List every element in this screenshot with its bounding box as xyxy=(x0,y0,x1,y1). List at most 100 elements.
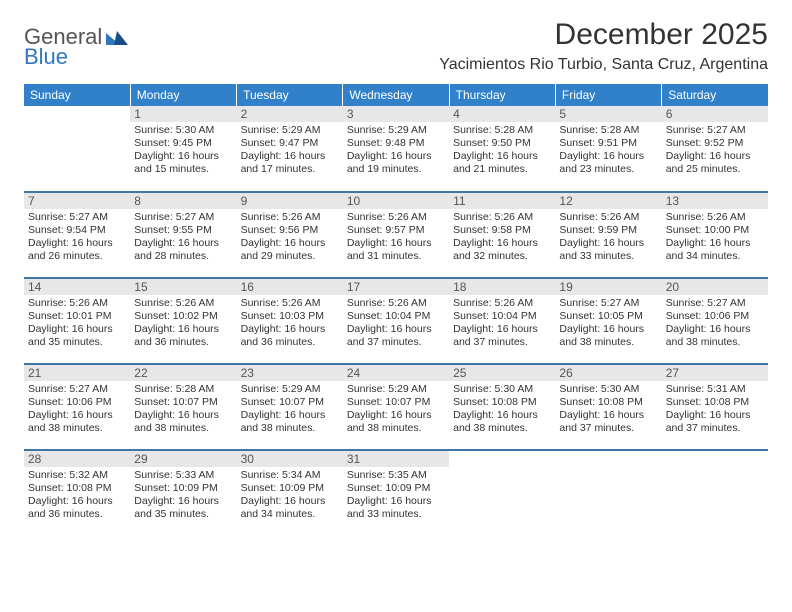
day-info: Sunrise: 5:26 AMSunset: 9:58 PMDaylight:… xyxy=(453,211,551,264)
day-number: 25 xyxy=(449,365,555,381)
day-info: Sunrise: 5:27 AMSunset: 9:55 PMDaylight:… xyxy=(134,211,232,264)
day-info: Sunrise: 5:28 AMSunset: 10:07 PMDaylight… xyxy=(134,383,232,436)
day-info: Sunrise: 5:35 AMSunset: 10:09 PMDaylight… xyxy=(347,469,445,522)
day-info: Sunrise: 5:26 AMSunset: 10:00 PMDaylight… xyxy=(666,211,764,264)
calendar-day-cell: 22 Sunrise: 5:28 AMSunset: 10:07 PMDaylig… xyxy=(130,364,236,450)
day-number: 5 xyxy=(555,106,661,122)
day-info: Sunrise: 5:28 AMSunset: 9:51 PMDaylight:… xyxy=(559,124,657,177)
day-number: 3 xyxy=(343,106,449,122)
day-info: Sunrise: 5:27 AMSunset: 9:52 PMDaylight:… xyxy=(666,124,764,177)
day-number: 29 xyxy=(130,451,236,467)
day-info: Sunrise: 5:27 AMSunset: 9:54 PMDaylight:… xyxy=(28,211,126,264)
location-text: Yacimientos Rio Turbio, Santa Cruz, Arge… xyxy=(439,56,768,74)
day-number: 4 xyxy=(449,106,555,122)
day-number: 31 xyxy=(343,451,449,467)
day-number: 19 xyxy=(555,279,661,295)
calendar-day-cell: 2 Sunrise: 5:29 AMSunset: 9:47 PMDaylight… xyxy=(237,106,343,192)
day-number: 7 xyxy=(24,193,130,209)
day-number: 17 xyxy=(343,279,449,295)
calendar-day-cell: 17 Sunrise: 5:26 AMSunset: 10:04 PMDaylig… xyxy=(343,278,449,364)
calendar-day-cell: 1 Sunrise: 5:30 AMSunset: 9:45 PMDaylight… xyxy=(130,106,236,192)
calendar-day-cell: 20 Sunrise: 5:27 AMSunset: 10:06 PMDaylig… xyxy=(662,278,768,364)
calendar-week-row: 7 Sunrise: 5:27 AMSunset: 9:54 PMDaylight… xyxy=(24,192,768,278)
calendar-day-cell: 29 Sunrise: 5:33 AMSunset: 10:09 PMDaylig… xyxy=(130,450,236,536)
day-header: Wednesday xyxy=(343,84,449,106)
calendar-day-cell: 23Sunrise: 5:29 AMSunset: 10:07 PMDaylig… xyxy=(237,364,343,450)
calendar-day-cell: 9 Sunrise: 5:26 AMSunset: 9:56 PMDaylight… xyxy=(237,192,343,278)
day-info: Sunrise: 5:26 AMSunset: 9:57 PMDaylight:… xyxy=(347,211,445,264)
day-info: Sunrise: 5:33 AMSunset: 10:09 PMDaylight… xyxy=(134,469,232,522)
calendar-day-cell: 10Sunrise: 5:26 AMSunset: 9:57 PMDayligh… xyxy=(343,192,449,278)
day-info: Sunrise: 5:29 AMSunset: 9:47 PMDaylight:… xyxy=(241,124,339,177)
day-number: 6 xyxy=(662,106,768,122)
day-info: Sunrise: 5:26 AMSunset: 10:04 PMDaylight… xyxy=(453,297,551,350)
calendar-day-cell: 5 Sunrise: 5:28 AMSunset: 9:51 PMDaylight… xyxy=(555,106,661,192)
day-info: Sunrise: 5:26 AMSunset: 10:04 PMDaylight… xyxy=(347,297,445,350)
calendar-day-cell xyxy=(555,450,661,536)
day-info: Sunrise: 5:26 AMSunset: 9:56 PMDaylight:… xyxy=(241,211,339,264)
calendar-day-cell: 7 Sunrise: 5:27 AMSunset: 9:54 PMDaylight… xyxy=(24,192,130,278)
day-info: Sunrise: 5:27 AMSunset: 10:06 PMDaylight… xyxy=(666,297,764,350)
calendar-day-cell: 12Sunrise: 5:26 AMSunset: 9:59 PMDayligh… xyxy=(555,192,661,278)
day-number: 21 xyxy=(24,365,130,381)
calendar-day-cell xyxy=(24,106,130,192)
day-info: Sunrise: 5:26 AMSunset: 10:01 PMDaylight… xyxy=(28,297,126,350)
day-info: Sunrise: 5:26 AMSunset: 10:02 PMDaylight… xyxy=(134,297,232,350)
title-block: December 2025 Yacimientos Rio Turbio, Sa… xyxy=(439,18,768,74)
day-number: 8 xyxy=(130,193,236,209)
calendar-day-cell: 8 Sunrise: 5:27 AMSunset: 9:55 PMDaylight… xyxy=(130,192,236,278)
day-number: 26 xyxy=(555,365,661,381)
calendar-day-cell: 3Sunrise: 5:29 AMSunset: 9:48 PMDaylight… xyxy=(343,106,449,192)
calendar-day-cell: 21 Sunrise: 5:27 AMSunset: 10:06 PMDaylig… xyxy=(24,364,130,450)
day-number: 11 xyxy=(449,193,555,209)
day-number: 28 xyxy=(24,451,130,467)
day-number: 20 xyxy=(662,279,768,295)
calendar-week-row: 1 Sunrise: 5:30 AMSunset: 9:45 PMDaylight… xyxy=(24,106,768,192)
calendar-day-cell: 14Sunrise: 5:26 AMSunset: 10:01 PMDaylig… xyxy=(24,278,130,364)
day-info: Sunrise: 5:30 AMSunset: 10:08 PMDaylight… xyxy=(559,383,657,436)
day-number: 27 xyxy=(662,365,768,381)
day-number: 9 xyxy=(237,193,343,209)
calendar-week-row: 28 Sunrise: 5:32 AMSunset: 10:08 PMDaylig… xyxy=(24,450,768,536)
calendar-day-cell: 28 Sunrise: 5:32 AMSunset: 10:08 PMDaylig… xyxy=(24,450,130,536)
calendar-day-cell: 11 Sunrise: 5:26 AMSunset: 9:58 PMDayligh… xyxy=(449,192,555,278)
calendar-day-cell: 30 Sunrise: 5:34 AMSunset: 10:09 PMDaylig… xyxy=(237,450,343,536)
calendar-day-cell: 13 Sunrise: 5:26 AMSunset: 10:00 PMDaylig… xyxy=(662,192,768,278)
calendar-day-cell xyxy=(449,450,555,536)
day-number: 1 xyxy=(130,106,236,122)
day-info: Sunrise: 5:30 AMSunset: 9:45 PMDaylight:… xyxy=(134,124,232,177)
day-number: 30 xyxy=(237,451,343,467)
calendar-day-cell: 18 Sunrise: 5:26 AMSunset: 10:04 PMDaylig… xyxy=(449,278,555,364)
day-number: 18 xyxy=(449,279,555,295)
day-info: Sunrise: 5:29 AMSunset: 10:07 PMDaylight… xyxy=(347,383,445,436)
day-header: Thursday xyxy=(449,84,555,106)
day-number: 13 xyxy=(662,193,768,209)
day-number: 2 xyxy=(237,106,343,122)
calendar-day-cell: 31 Sunrise: 5:35 AMSunset: 10:09 PMDaylig… xyxy=(343,450,449,536)
logo-triangle-icon xyxy=(106,29,128,45)
day-info: Sunrise: 5:27 AMSunset: 10:05 PMDaylight… xyxy=(559,297,657,350)
calendar-day-cell: 6 Sunrise: 5:27 AMSunset: 9:52 PMDaylight… xyxy=(662,106,768,192)
logo-text-blue: Blue xyxy=(24,44,68,69)
day-info: Sunrise: 5:26 AMSunset: 10:03 PMDaylight… xyxy=(241,297,339,350)
header: General December 2025 Yacimientos Rio Tu… xyxy=(24,18,768,74)
day-info: Sunrise: 5:29 AMSunset: 10:07 PMDaylight… xyxy=(241,383,339,436)
day-info: Sunrise: 5:27 AMSunset: 10:06 PMDaylight… xyxy=(28,383,126,436)
calendar-table: SundayMondayTuesdayWednesdayThursdayFrid… xyxy=(24,84,768,536)
calendar-header-row: SundayMondayTuesdayWednesdayThursdayFrid… xyxy=(24,84,768,106)
day-header: Friday xyxy=(555,84,661,106)
calendar-day-cell: 16Sunrise: 5:26 AMSunset: 10:03 PMDaylig… xyxy=(237,278,343,364)
day-header: Monday xyxy=(130,84,236,106)
day-header: Tuesday xyxy=(237,84,343,106)
calendar-body: 1 Sunrise: 5:30 AMSunset: 9:45 PMDaylight… xyxy=(24,106,768,536)
calendar-day-cell: 24 Sunrise: 5:29 AMSunset: 10:07 PMDaylig… xyxy=(343,364,449,450)
day-number: 24 xyxy=(343,365,449,381)
day-header: Saturday xyxy=(662,84,768,106)
day-info: Sunrise: 5:32 AMSunset: 10:08 PMDaylight… xyxy=(28,469,126,522)
calendar-day-cell: 15 Sunrise: 5:26 AMSunset: 10:02 PMDaylig… xyxy=(130,278,236,364)
day-info: Sunrise: 5:34 AMSunset: 10:09 PMDaylight… xyxy=(241,469,339,522)
day-info: Sunrise: 5:30 AMSunset: 10:08 PMDaylight… xyxy=(453,383,551,436)
calendar-day-cell xyxy=(662,450,768,536)
day-number: 22 xyxy=(130,365,236,381)
day-number: 15 xyxy=(130,279,236,295)
